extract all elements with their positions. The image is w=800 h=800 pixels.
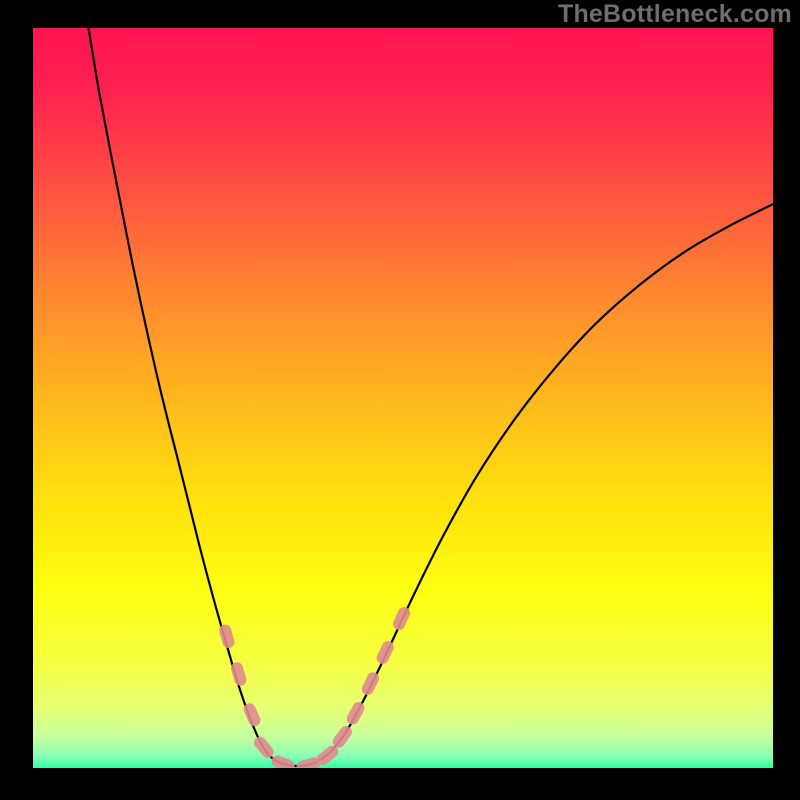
gradient-background xyxy=(33,28,773,768)
plot-area xyxy=(33,28,773,768)
plot-svg xyxy=(33,28,773,768)
watermark-text: TheBottleneck.com xyxy=(558,0,792,28)
chart-frame: TheBottleneck.com xyxy=(0,0,800,800)
